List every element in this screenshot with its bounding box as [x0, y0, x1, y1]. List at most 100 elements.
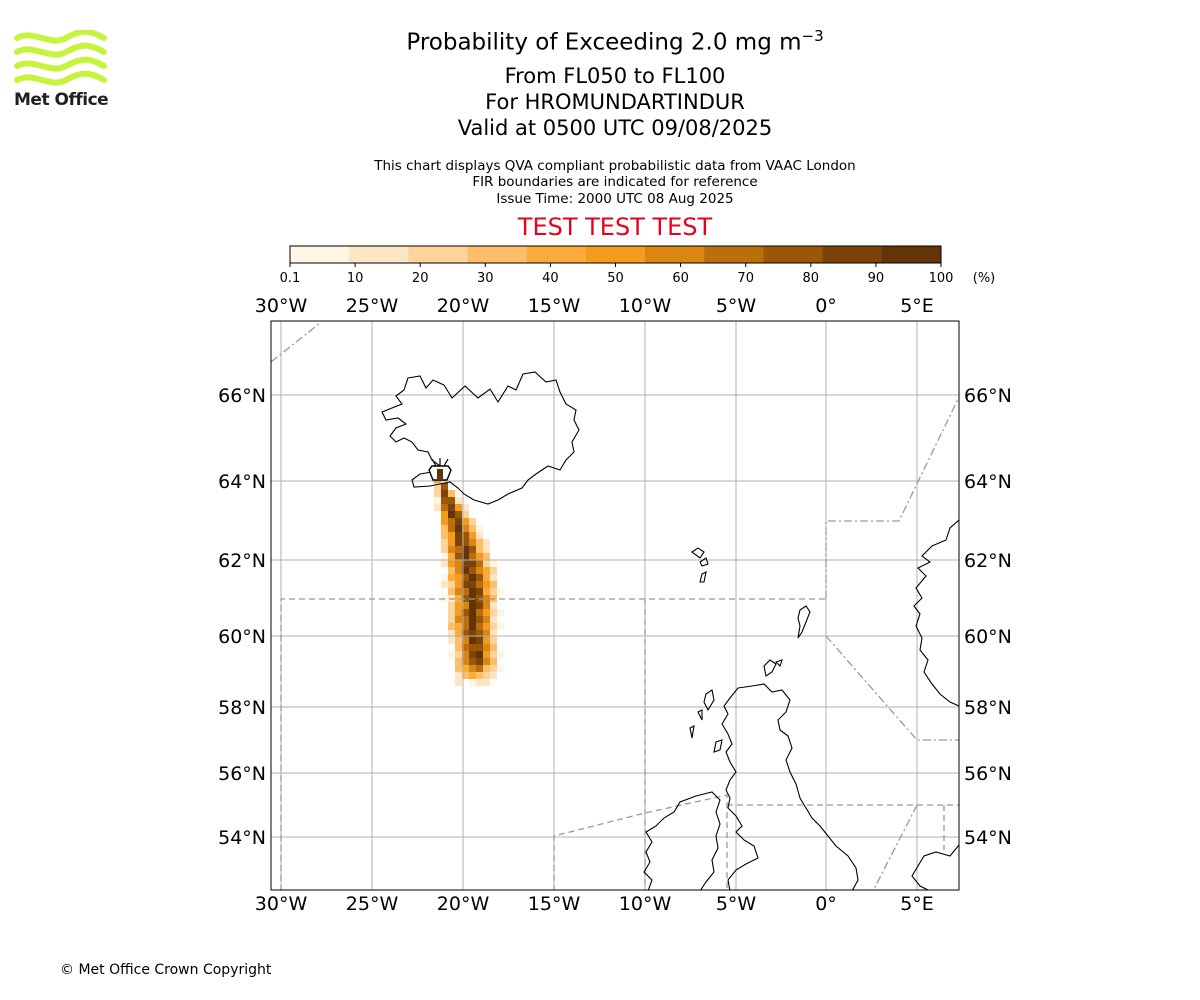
ash-probability-cell — [483, 651, 490, 658]
logo-wave — [14, 42, 107, 58]
ash-probability-cell — [469, 679, 476, 686]
ash-probability-cell — [448, 623, 455, 630]
colorbar-unit: (%) — [973, 271, 996, 286]
longitude-label: 15°W — [528, 893, 581, 915]
ash-probability-cell — [448, 602, 455, 609]
logo-wave — [14, 70, 107, 86]
colorbar-cell — [526, 246, 587, 263]
ash-probability-cell — [441, 518, 448, 525]
ash-probability-cell — [476, 588, 483, 595]
ash-probability-cell — [455, 567, 462, 574]
colorbar-cell — [822, 246, 883, 263]
volcano-icon — [428, 458, 452, 481]
ash-probability-cell — [441, 532, 448, 539]
ash-probability-cell — [462, 553, 469, 560]
note-fir-boundaries: FIR boundaries are indicated for referen… — [472, 174, 758, 190]
ash-probability-cell — [455, 518, 462, 525]
ash-probability-cell — [448, 525, 455, 532]
ash-probability-cell — [490, 672, 497, 679]
ash-probability-cell — [476, 574, 483, 581]
ash-probability-cell — [455, 560, 462, 567]
ash-probability-cell — [490, 581, 497, 588]
latitude-label: 60°N — [218, 626, 266, 648]
ash-probability-cell — [462, 623, 469, 630]
ash-probability-cell — [490, 602, 497, 609]
ash-probability-cell — [455, 588, 462, 595]
colorbar-tick-label: 20 — [412, 271, 429, 286]
fir-boundary — [872, 804, 918, 890]
ash-probability-cell — [469, 560, 476, 567]
ash-probability-cell — [448, 497, 455, 504]
ash-probability-cell — [490, 658, 497, 665]
ash-probability-cell — [448, 539, 455, 546]
shetland-coastline — [797, 605, 811, 639]
colorbar-tick-label: 70 — [737, 271, 754, 286]
ash-probability-cell — [455, 602, 462, 609]
ash-probability-cell — [490, 651, 497, 658]
ash-probability-cell — [476, 679, 483, 686]
ash-probability-cell — [441, 553, 448, 560]
ash-probability-cell — [483, 567, 490, 574]
ash-probability-cell — [483, 595, 490, 602]
ash-probability-cell — [476, 581, 483, 588]
ash-probability-cell — [476, 560, 483, 567]
latitude-label: 60°N — [964, 626, 1012, 648]
ash-probability-cell — [469, 672, 476, 679]
longitude-label: 5°E — [900, 893, 934, 915]
ash-probability-cell — [441, 581, 448, 588]
longitude-label: 5°W — [716, 893, 757, 915]
flight-level-range: From FL050 to FL100 — [504, 64, 726, 88]
colorbar-tick-label: 40 — [542, 271, 559, 286]
ash-probability-cell — [448, 504, 455, 511]
ash-probability-cell — [469, 665, 476, 672]
ash-probability-cell — [455, 532, 462, 539]
ash-probability-cell — [448, 490, 455, 497]
ash-probability-cell — [434, 483, 441, 490]
latitude-label: 58°N — [218, 697, 266, 719]
ash-probability-cell — [483, 553, 490, 560]
ash-probability-cell — [490, 588, 497, 595]
ash-probability-cell — [441, 574, 448, 581]
ash-probability-cell — [490, 609, 497, 616]
valid-time: Valid at 0500 UTC 09/08/2025 — [457, 116, 773, 140]
ash-probability-cell — [462, 658, 469, 665]
ash-probability-cell — [469, 609, 476, 616]
ash-probability-cell — [476, 672, 483, 679]
ash-probability-cell — [448, 581, 455, 588]
ash-probability-cell — [455, 630, 462, 637]
ash-probability-cell — [441, 539, 448, 546]
colorbar: 0.1 10 20 30 40 50 60 70 80 90 100 (%) — [280, 245, 996, 286]
ash-probability-cell — [455, 616, 462, 623]
ash-probability-cell — [483, 609, 490, 616]
latitude-label: 56°N — [218, 763, 266, 785]
ash-probability-cell — [448, 609, 455, 616]
ash-probability-cell — [490, 623, 497, 630]
ash-probability-cell — [462, 504, 469, 511]
ash-probability-cell — [455, 581, 462, 588]
ash-probability-cell — [448, 588, 455, 595]
ash-probability-cell — [490, 644, 497, 651]
ash-probability-cell — [497, 665, 504, 672]
ash-probability-cell — [441, 504, 448, 511]
ash-probability-cell — [483, 602, 490, 609]
ash-probability-cell — [455, 497, 462, 504]
ash-probability-cell — [462, 602, 469, 609]
ash-probability-cell — [476, 651, 483, 658]
ash-probability-cell — [469, 630, 476, 637]
ash-probability-cell — [476, 644, 483, 651]
norway-coastline — [913, 519, 959, 707]
colorbar-cell — [467, 246, 528, 263]
fir-boundary — [280, 598, 826, 890]
ash-probability-cell — [476, 546, 483, 553]
ash-probability-cell — [483, 672, 490, 679]
latitude-label: 66°N — [218, 385, 266, 407]
ash-probability-cell — [469, 637, 476, 644]
ash-probability-cell — [469, 658, 476, 665]
colorbar-cell — [645, 246, 705, 263]
ash-probability-cell — [476, 637, 483, 644]
ash-probability-cell — [469, 588, 476, 595]
longitude-label: 0° — [815, 295, 837, 317]
ash-probability-cell — [483, 539, 490, 546]
latitude-label: 64°N — [218, 471, 266, 493]
